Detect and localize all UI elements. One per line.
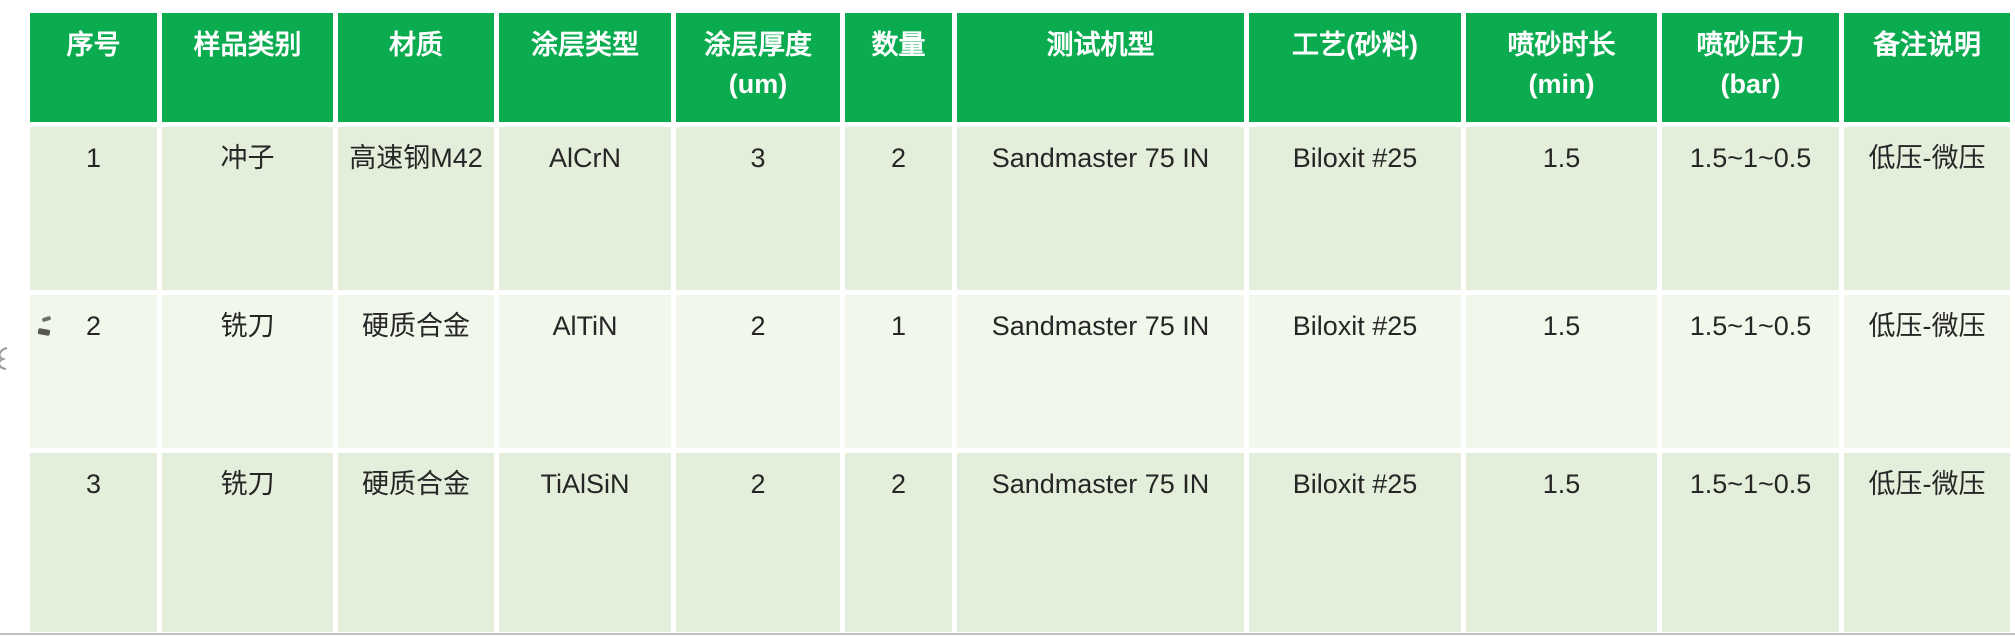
r3-index: 3: [30, 453, 157, 632]
col-header-index: 序号: [30, 13, 157, 122]
r2-coating-type: AlTiN: [499, 295, 671, 448]
r3-coating-thickness: 2: [676, 453, 840, 632]
r1-quantity: 2: [845, 127, 952, 290]
sandblasting-spec-table: 序号 样品类别 材质 涂层类型 涂层厚度 (um) 数量 测试机型 工艺(砂料)…: [30, 13, 2010, 632]
r2-process-media: Biloxit #25: [1249, 295, 1461, 448]
r2-material: 硬质合金: [338, 295, 494, 448]
r2-index: 2: [30, 295, 157, 448]
col-header-blast-pressure: 喷砂压力 (bar): [1662, 13, 1839, 122]
r2-blast-duration: 1.5: [1466, 295, 1657, 448]
r3-coating-type: TiAlSiN: [499, 453, 671, 632]
r1-test-machine: Sandmaster 75 IN: [957, 127, 1244, 290]
col-header-coating-thickness: 涂层厚度 (um): [676, 13, 840, 122]
r1-process-media: Biloxit #25: [1249, 127, 1461, 290]
smudge-artifact: [36, 315, 54, 341]
r1-sample-category: 冲子: [162, 127, 333, 290]
col-header-quantity: 数量: [845, 13, 952, 122]
r3-quantity: 2: [845, 453, 952, 632]
r3-sample-category: 铣刀: [162, 453, 333, 632]
r3-test-machine: Sandmaster 75 IN: [957, 453, 1244, 632]
r1-remarks: 低压-微压: [1844, 127, 2010, 290]
r2-remarks: 低压-微压: [1844, 295, 2010, 448]
r1-blast-pressure: 1.5~1~0.5: [1662, 127, 1839, 290]
r1-coating-type: AlCrN: [499, 127, 671, 290]
r2-coating-thickness: 2: [676, 295, 840, 448]
r2-sample-category: 铣刀: [162, 295, 333, 448]
col-header-test-machine: 测试机型: [957, 13, 1244, 122]
page-edge-artifact: [0, 347, 8, 370]
col-header-remarks: 备注说明: [1844, 13, 2010, 122]
col-header-process-media: 工艺(砂料): [1249, 13, 1461, 122]
col-header-material: 材质: [338, 13, 494, 122]
col-header-blast-duration: 喷砂时长 (min): [1466, 13, 1657, 122]
r1-index: 1: [30, 127, 157, 290]
col-header-sample-category: 样品类别: [162, 13, 333, 122]
r3-blast-duration: 1.5: [1466, 453, 1657, 632]
col-header-coating-type: 涂层类型: [499, 13, 671, 122]
r3-blast-pressure: 1.5~1~0.5: [1662, 453, 1839, 632]
r3-remarks: 低压-微压: [1844, 453, 2010, 632]
page-bottom-divider: [0, 633, 2015, 635]
r1-blast-duration: 1.5: [1466, 127, 1657, 290]
r2-blast-pressure: 1.5~1~0.5: [1662, 295, 1839, 448]
r3-material: 硬质合金: [338, 453, 494, 632]
r2-test-machine: Sandmaster 75 IN: [957, 295, 1244, 448]
r2-quantity: 1: [845, 295, 952, 448]
r3-process-media: Biloxit #25: [1249, 453, 1461, 632]
r1-material: 高速钢M42: [338, 127, 494, 290]
r1-coating-thickness: 3: [676, 127, 840, 290]
